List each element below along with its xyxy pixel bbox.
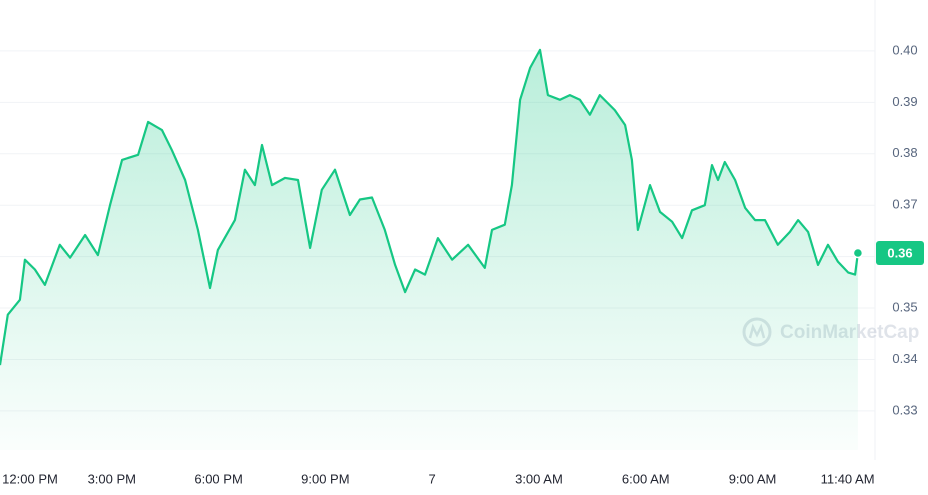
x-tick-label: 12:00 PM bbox=[2, 471, 58, 486]
price-badge-label: 0.36 bbox=[887, 245, 912, 260]
y-tick-label: 0.35 bbox=[892, 299, 917, 314]
price-badge bbox=[876, 241, 924, 266]
x-tick-label: 6:00 PM bbox=[194, 471, 242, 486]
x-tick-label: 7 bbox=[429, 471, 436, 486]
x-tick-label: 9:00 PM bbox=[301, 471, 349, 486]
y-tick-label: 0.34 bbox=[892, 351, 917, 366]
y-tick-label: 0.33 bbox=[892, 402, 917, 417]
x-tick-label: 3:00 AM bbox=[515, 471, 563, 486]
y-tick-label: 0.40 bbox=[892, 42, 917, 57]
price-line bbox=[0, 48, 859, 366]
x-tick-label: 3:00 PM bbox=[88, 471, 136, 486]
y-tick-label: 0.38 bbox=[892, 145, 917, 160]
x-tick-label: 6:00 AM bbox=[622, 471, 670, 486]
x-tick-label: 9:00 AM bbox=[729, 471, 777, 486]
y-tick-label: 0.37 bbox=[892, 197, 917, 212]
area bbox=[0, 49, 858, 451]
last-point bbox=[852, 247, 864, 259]
x-tick-label: 11:40 AM bbox=[821, 471, 875, 486]
y-tick-label: 0.39 bbox=[892, 94, 917, 109]
